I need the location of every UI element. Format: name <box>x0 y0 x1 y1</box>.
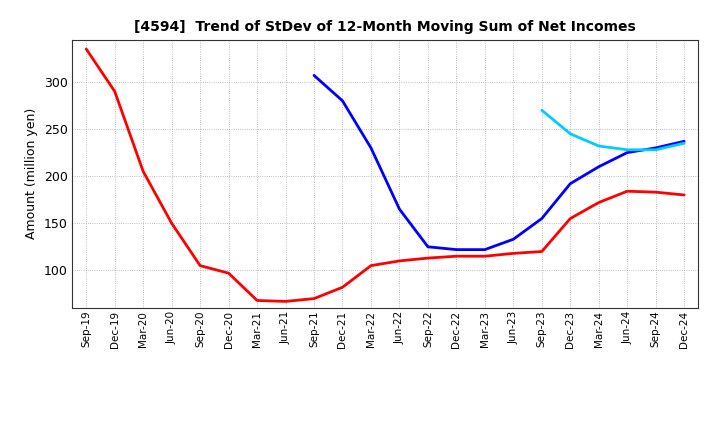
3 Years <box>566 216 575 221</box>
3 Years <box>480 253 489 259</box>
3 Years <box>196 263 204 268</box>
5 Years <box>595 164 603 169</box>
5 Years <box>310 73 318 78</box>
5 Years <box>509 237 518 242</box>
3 Years <box>537 249 546 254</box>
3 Years <box>509 251 518 256</box>
5 Years <box>423 244 432 249</box>
5 Years <box>395 206 404 212</box>
5 Years <box>480 247 489 252</box>
3 Years <box>680 192 688 198</box>
3 Years <box>423 256 432 261</box>
3 Years <box>595 200 603 205</box>
3 Years <box>452 253 461 259</box>
3 Years <box>366 263 375 268</box>
3 Years <box>139 169 148 174</box>
5 Years <box>452 247 461 252</box>
3 Years <box>338 285 347 290</box>
3 Years <box>310 296 318 301</box>
5 Years <box>652 145 660 150</box>
7 Years <box>595 143 603 149</box>
Title: [4594]  Trend of StDev of 12-Month Moving Sum of Net Incomes: [4594] Trend of StDev of 12-Month Moving… <box>135 20 636 34</box>
3 Years <box>282 299 290 304</box>
Line: 3 Years: 3 Years <box>86 49 684 301</box>
Line: 5 Years: 5 Years <box>314 75 684 249</box>
3 Years <box>253 298 261 303</box>
7 Years <box>623 147 631 152</box>
3 Years <box>652 190 660 195</box>
3 Years <box>395 258 404 264</box>
3 Years <box>623 189 631 194</box>
5 Years <box>537 216 546 221</box>
7 Years <box>566 131 575 136</box>
7 Years <box>652 147 660 152</box>
5 Years <box>366 145 375 150</box>
5 Years <box>680 139 688 144</box>
Line: 7 Years: 7 Years <box>541 110 684 150</box>
3 Years <box>110 89 119 94</box>
3 Years <box>82 46 91 51</box>
3 Years <box>225 271 233 276</box>
5 Years <box>566 181 575 186</box>
5 Years <box>623 150 631 155</box>
7 Years <box>537 108 546 113</box>
5 Years <box>338 98 347 103</box>
Y-axis label: Amount (million yen): Amount (million yen) <box>25 108 38 239</box>
7 Years <box>680 140 688 146</box>
3 Years <box>167 220 176 226</box>
